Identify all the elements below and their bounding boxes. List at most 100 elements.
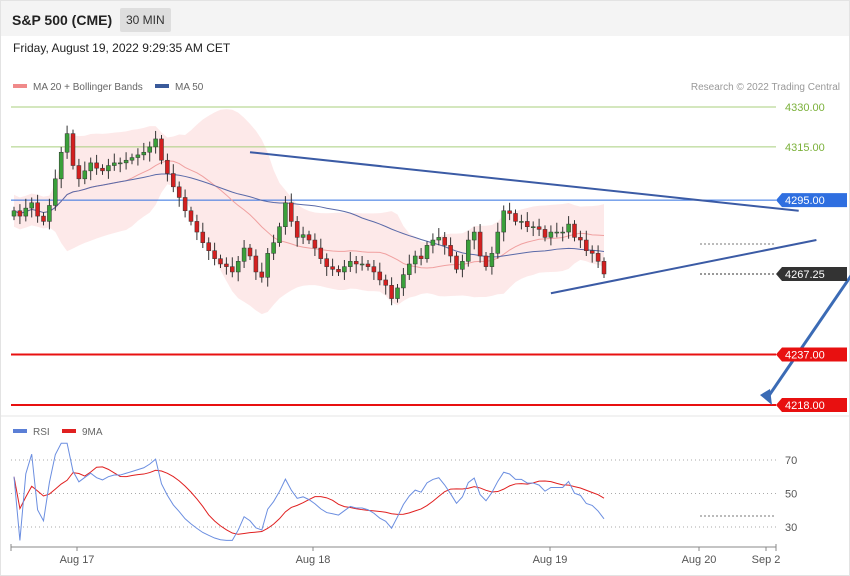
rsi-legend-swatch xyxy=(13,429,27,433)
candle-body xyxy=(424,245,430,259)
candle-body xyxy=(112,162,117,166)
candle-body xyxy=(560,231,565,234)
candle-body xyxy=(348,261,353,267)
candle-body xyxy=(17,210,23,217)
rsi-level-label-0: 30 xyxy=(785,522,797,534)
candle-body xyxy=(35,202,40,217)
candle-body xyxy=(353,261,359,265)
candle-body xyxy=(212,250,217,259)
level-tag-4 xyxy=(776,347,847,362)
candle-body xyxy=(530,226,536,228)
candle-body xyxy=(241,247,247,262)
candle-body xyxy=(88,162,93,172)
candle-body xyxy=(294,221,300,238)
candle-body xyxy=(289,202,294,222)
rsi-line xyxy=(13,442,605,541)
level-label-5: 4218.00 xyxy=(785,400,825,412)
candle-body xyxy=(566,223,571,233)
candle-body xyxy=(495,231,501,254)
candle-body xyxy=(224,263,229,267)
candle-body xyxy=(430,239,436,246)
trendline-0 xyxy=(249,151,799,212)
x-tick-label-2: Aug 19 xyxy=(533,554,568,566)
candle-body xyxy=(489,253,495,267)
candle-body xyxy=(595,253,601,262)
candle-body xyxy=(283,202,288,227)
candle-body xyxy=(483,255,489,267)
candle-body xyxy=(383,279,388,286)
candle-body xyxy=(300,234,306,238)
forecast-arrow-shaft xyxy=(766,274,850,398)
rsi-level-label-2: 70 xyxy=(785,455,797,467)
candle-body xyxy=(377,271,383,281)
candle-body xyxy=(188,210,194,222)
candle-body xyxy=(100,167,105,172)
candle-body xyxy=(53,178,58,206)
timeframe-badge[interactable]: 30 MIN xyxy=(120,8,171,32)
ma20-legend-swatch xyxy=(13,84,27,88)
rsi-ma-legend-swatch xyxy=(62,429,76,433)
candle-body xyxy=(501,210,506,233)
timestamp: Friday, August 19, 2022 9:29:35 AM CET xyxy=(13,41,231,55)
candle-body xyxy=(454,255,459,270)
price-tags: 4330.00 4315.00 4295.00 4267.25 4237.00 4218.… xyxy=(776,102,847,412)
candle-body xyxy=(123,159,129,164)
candle-body xyxy=(306,234,312,241)
candle-body xyxy=(324,258,329,267)
moving-averages xyxy=(13,160,605,269)
rsi-ma-line xyxy=(13,466,605,535)
candle-body xyxy=(165,159,170,174)
candle-body xyxy=(218,258,223,265)
copyright-text: Research © 2022 Trading Central xyxy=(691,82,840,93)
candle-body xyxy=(253,255,259,273)
level-label-0: 4330.00 xyxy=(785,102,825,114)
candle-body xyxy=(407,263,412,275)
candle-body xyxy=(23,207,29,217)
level-label-3: 4267.25 xyxy=(785,269,825,281)
candle-body xyxy=(11,210,17,217)
candle-body xyxy=(206,242,211,251)
candle-body xyxy=(471,231,477,241)
candle-body xyxy=(578,237,583,241)
candle-body xyxy=(412,255,418,265)
candle-body xyxy=(230,266,235,273)
candle-body xyxy=(371,266,377,273)
ma50-legend-swatch xyxy=(155,84,169,88)
candle-body xyxy=(477,231,483,257)
level-label-4: 4237.00 xyxy=(785,349,825,361)
level-label-1: 4315.00 xyxy=(785,142,825,154)
candle-body xyxy=(64,133,70,153)
x-tick-label-0: Aug 17 xyxy=(60,554,95,566)
candle-body xyxy=(336,269,341,273)
candle-body xyxy=(572,223,577,238)
candle-body xyxy=(147,146,152,153)
candle-body xyxy=(389,285,394,299)
candle-body xyxy=(47,205,52,222)
candle-body xyxy=(235,261,241,273)
ma20-legend-label: MA 20 + Bollinger Bands xyxy=(33,82,143,93)
candle-body xyxy=(41,215,46,222)
candle-body xyxy=(442,237,447,246)
candle-body xyxy=(418,255,424,259)
candle-body xyxy=(82,170,88,180)
candle-body xyxy=(58,151,64,180)
rsi-ma-legend-label: 9MA xyxy=(82,427,103,438)
candle-body xyxy=(401,274,406,289)
trendline-1 xyxy=(550,239,817,295)
candle-body xyxy=(525,221,530,227)
candle-body xyxy=(395,287,400,299)
candle-body xyxy=(507,210,512,214)
candle-body xyxy=(159,138,164,161)
candle-body xyxy=(76,165,82,180)
candle-body xyxy=(330,266,335,270)
candle-body xyxy=(601,261,607,275)
ma50-line xyxy=(13,173,605,258)
candle-body xyxy=(554,231,560,234)
candle-body xyxy=(584,239,589,251)
candle-body xyxy=(312,239,318,249)
candle-body xyxy=(182,197,188,212)
candle-body xyxy=(277,226,282,243)
candle-body xyxy=(436,237,442,241)
level-lines xyxy=(11,106,776,406)
